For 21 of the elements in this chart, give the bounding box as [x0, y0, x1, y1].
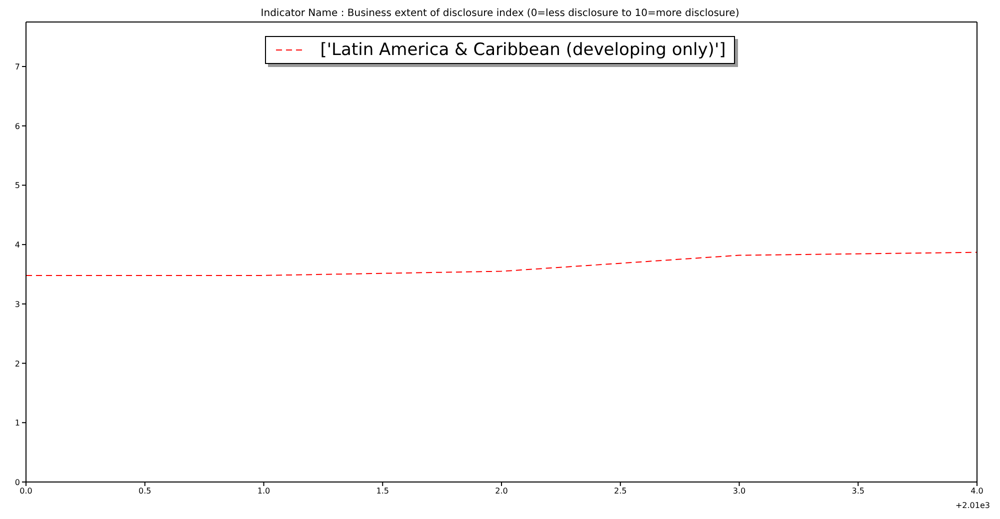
x-tick-label: 1.0	[257, 486, 270, 496]
x-tick-label: 2.5	[614, 486, 627, 496]
x-tick-label: 0.5	[138, 486, 152, 496]
x-tick-label: 4.0	[970, 486, 984, 496]
y-tick-label: 7	[14, 62, 20, 72]
text: +2.01e3	[955, 501, 990, 510]
y-tick-label: 6	[14, 122, 20, 131]
y-tick-label: 4	[14, 240, 20, 250]
legend-label: ['Latin America & Caribbean (developing only)']	[320, 40, 726, 60]
y-tick-label: 1	[14, 418, 20, 428]
y-tick-label: 3	[14, 300, 20, 309]
x-tick-label: 3.5	[852, 486, 864, 496]
x-tick-label: 1.5	[376, 486, 389, 496]
x-tick-label: 0.0	[20, 486, 32, 496]
y-tick-label: 2	[14, 359, 20, 368]
x-tick-label: 3.0	[732, 486, 746, 496]
y-tick-label: 0	[14, 478, 20, 487]
y-tick-label: 5	[14, 181, 20, 190]
line-series	[26, 252, 977, 276]
x-tick-label: 2.0	[495, 486, 508, 496]
chart-title: Indicator Name : Business extent of disclosure index (0=less disclosure to 10=more disclosure)	[260, 8, 740, 20]
